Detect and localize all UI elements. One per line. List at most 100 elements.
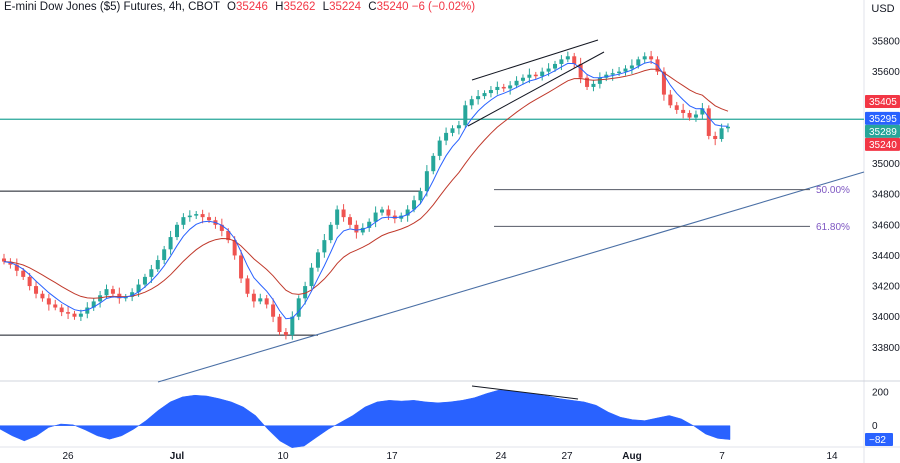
candle-body (290, 316, 295, 336)
price-badge-label: 35289 (869, 127, 897, 138)
candle-body (251, 293, 256, 302)
candle-body (373, 212, 378, 222)
candle-body (418, 191, 423, 201)
y-tick-label: 35000 (872, 159, 900, 170)
candles-group (2, 50, 730, 340)
candle-body (245, 278, 250, 294)
candle-body (533, 74, 538, 77)
candle-body (226, 230, 231, 241)
candle-body (367, 221, 372, 228)
candle-body (174, 224, 179, 238)
chart-title: E-mini Dow Jones ($5) Futures, 4h, CBOT (4, 1, 220, 13)
candle-body (296, 298, 301, 317)
high-label: H (275, 1, 284, 13)
candle-body (546, 68, 551, 72)
candle-body (450, 128, 455, 133)
candle-body (444, 132, 449, 141)
candle-body (142, 276, 147, 285)
osc-badge (865, 433, 893, 447)
candle-body (649, 56, 654, 60)
y-tick-label: 34600 (872, 220, 900, 231)
candle-body (207, 217, 212, 221)
candle-body (713, 135, 718, 140)
candle-body (66, 312, 71, 314)
osc-tick-label: 0 (872, 421, 878, 432)
y-tick-label: 35800 (872, 36, 900, 47)
fib-label: 50.00% (816, 185, 850, 196)
y-tick-label: 34400 (872, 251, 900, 262)
candle-body (591, 83, 596, 87)
candle-body (508, 85, 513, 89)
fib-label: 61.80% (816, 222, 850, 233)
channel-line-lower (467, 51, 605, 127)
candle-body (617, 71, 622, 74)
channel-line-upper (471, 39, 599, 81)
candle-body (726, 126, 730, 129)
x-tick-label: Aug (622, 451, 641, 462)
candle-body (130, 292, 135, 297)
candle-body (78, 313, 83, 317)
ema-slow-line (3, 68, 729, 299)
candle-body (488, 90, 493, 94)
currency-label[interactable]: USD (871, 3, 895, 15)
candle-body (264, 298, 269, 305)
y-tick-label: 34800 (872, 190, 900, 201)
candle-body (347, 217, 352, 225)
divergence-line (471, 385, 579, 400)
candle-body (495, 86, 500, 90)
candle-body (277, 316, 282, 333)
candle-body (674, 105, 679, 110)
candle-body (456, 125, 461, 129)
candle-body (405, 209, 410, 216)
x-tick-label: 24 (495, 451, 507, 462)
candle-body (629, 65, 634, 69)
candle-body (194, 214, 199, 216)
candle-body (149, 269, 154, 277)
x-tick-label: 26 (62, 451, 74, 462)
candle-body (482, 93, 487, 97)
candle-body (315, 252, 320, 268)
candle-body (354, 224, 359, 233)
candle-body (162, 249, 167, 261)
x-tick-label: 7 (719, 451, 725, 462)
low-label: L (322, 1, 330, 13)
candle-body (610, 73, 615, 75)
candle-body (476, 96, 481, 100)
candle-body (437, 140, 442, 156)
candle-body (661, 71, 666, 95)
candle-body (636, 59, 641, 66)
candle-body (597, 77, 602, 84)
x-tick-label: Jul (170, 451, 185, 462)
candle-body (540, 71, 545, 77)
candle-body (578, 63, 583, 78)
candle-body (59, 307, 64, 313)
candle-body (341, 209, 346, 218)
candle-body (565, 56, 570, 60)
ema-fast-line (3, 61, 729, 320)
candle-body (2, 258, 6, 262)
x-tick-label: 10 (277, 451, 289, 462)
open-value: 35246 (235, 1, 268, 13)
open-label: O (227, 1, 236, 13)
candle-body (585, 77, 590, 87)
y-tick-label: 33800 (872, 343, 900, 354)
candle-body (380, 209, 385, 213)
x-tick-label: 17 (386, 451, 398, 462)
candle-body (559, 59, 564, 64)
price-badge-label: 35295 (869, 114, 897, 125)
candle-body (27, 276, 32, 287)
candle-body (527, 74, 532, 78)
candle-body (309, 267, 314, 287)
candle-body (110, 289, 115, 294)
candle-body (219, 224, 224, 231)
candle-body (700, 108, 705, 115)
candle-body (187, 215, 192, 218)
candle-body (168, 237, 173, 250)
price-badge-label: 35240 (869, 140, 897, 151)
candle-body (520, 77, 525, 81)
osc-tick-label: 200 (872, 387, 889, 398)
trendline-support (157, 171, 865, 383)
chart-legend: E-mini Dow Jones ($5) Futures, 4h, CBOT … (4, 1, 475, 13)
candle-body (328, 224, 333, 241)
